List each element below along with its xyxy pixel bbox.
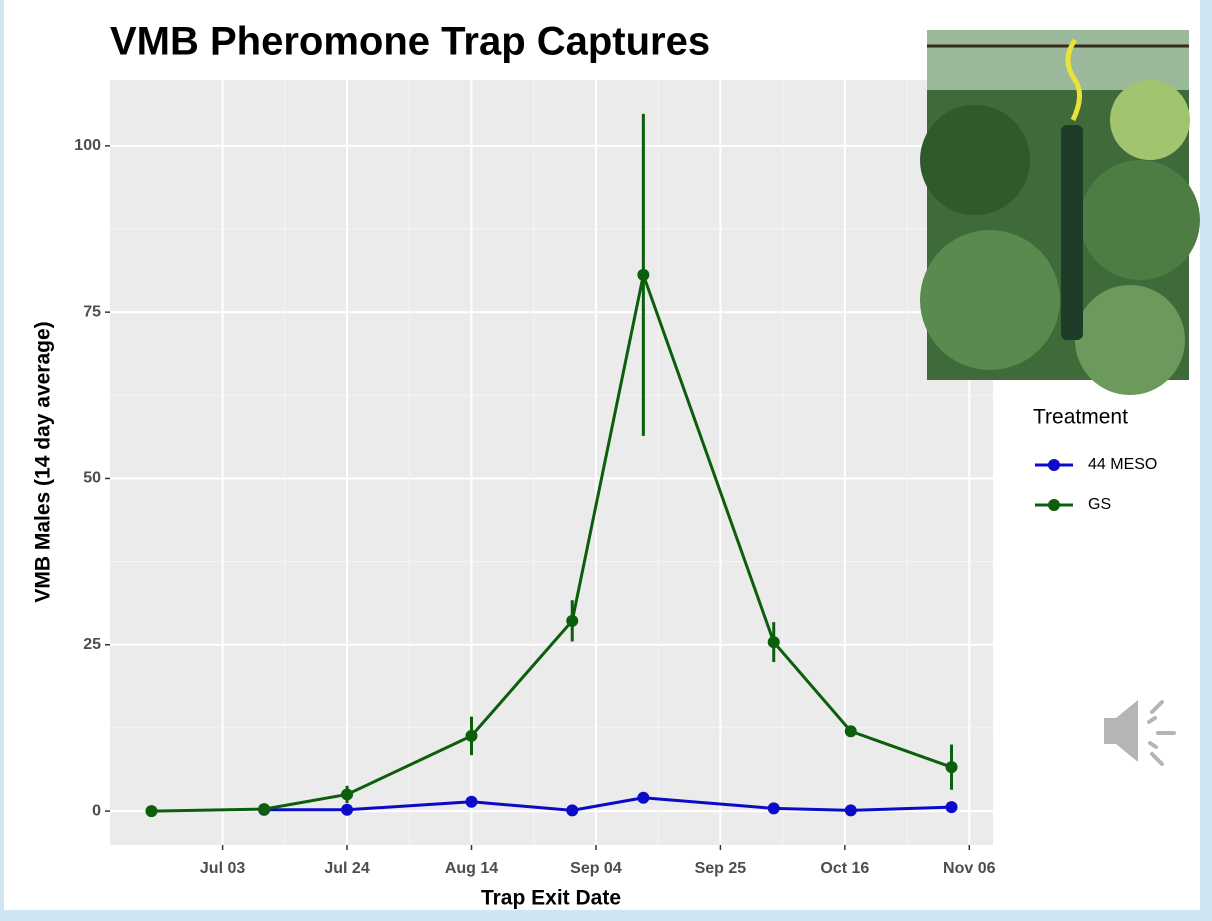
y-tick-label: 75 [83, 303, 101, 320]
photo [920, 30, 1200, 395]
x-tick-label: Aug 14 [445, 860, 498, 877]
marks [145, 113, 958, 818]
x-tick-label: Sep 25 [695, 860, 747, 877]
data-point [637, 791, 650, 804]
speaker-icon [1104, 700, 1176, 766]
legend: 44 MESO GS [1035, 456, 1157, 513]
data-point [341, 788, 354, 801]
y-tick-label: 25 [83, 636, 101, 653]
data-point [945, 761, 958, 774]
legend-swatch-point [1048, 459, 1060, 471]
data-point [945, 801, 958, 814]
x-axis-label: Trap Exit Date [481, 887, 621, 910]
y-axis-label: VMB Males (14 day average) [32, 321, 55, 602]
x-tick-label: Oct 16 [820, 860, 869, 877]
data-point [844, 725, 857, 738]
y-tick-label: 50 [83, 470, 101, 487]
data-point [465, 729, 478, 742]
data-point [844, 804, 857, 817]
series-line [264, 796, 952, 812]
y-tick-label: 0 [92, 802, 101, 819]
data-point [145, 805, 158, 818]
x-tick-label: Jul 03 [200, 860, 245, 877]
data-point [767, 636, 780, 649]
x-tick-label: Jul 24 [324, 860, 369, 877]
data-point [566, 614, 579, 627]
grid [110, 80, 993, 845]
legend-label: GS [1088, 496, 1111, 513]
chart-title: VMB Pheromone Trap Captures [110, 20, 710, 64]
data-point [637, 268, 650, 281]
data-point [341, 803, 354, 816]
y-tick-label: 100 [74, 137, 101, 154]
legend-swatch-point [1048, 499, 1060, 511]
data-point [465, 795, 478, 808]
plot-panel [110, 80, 993, 845]
data-point [767, 802, 780, 815]
x-tick-label: Nov 06 [943, 860, 996, 877]
data-point [566, 804, 579, 817]
legend-label: 44 MESO [1088, 456, 1157, 473]
data-point [258, 803, 271, 816]
x-tick-label: Sep 04 [570, 860, 622, 877]
legend-title: Treatment [1033, 406, 1128, 429]
